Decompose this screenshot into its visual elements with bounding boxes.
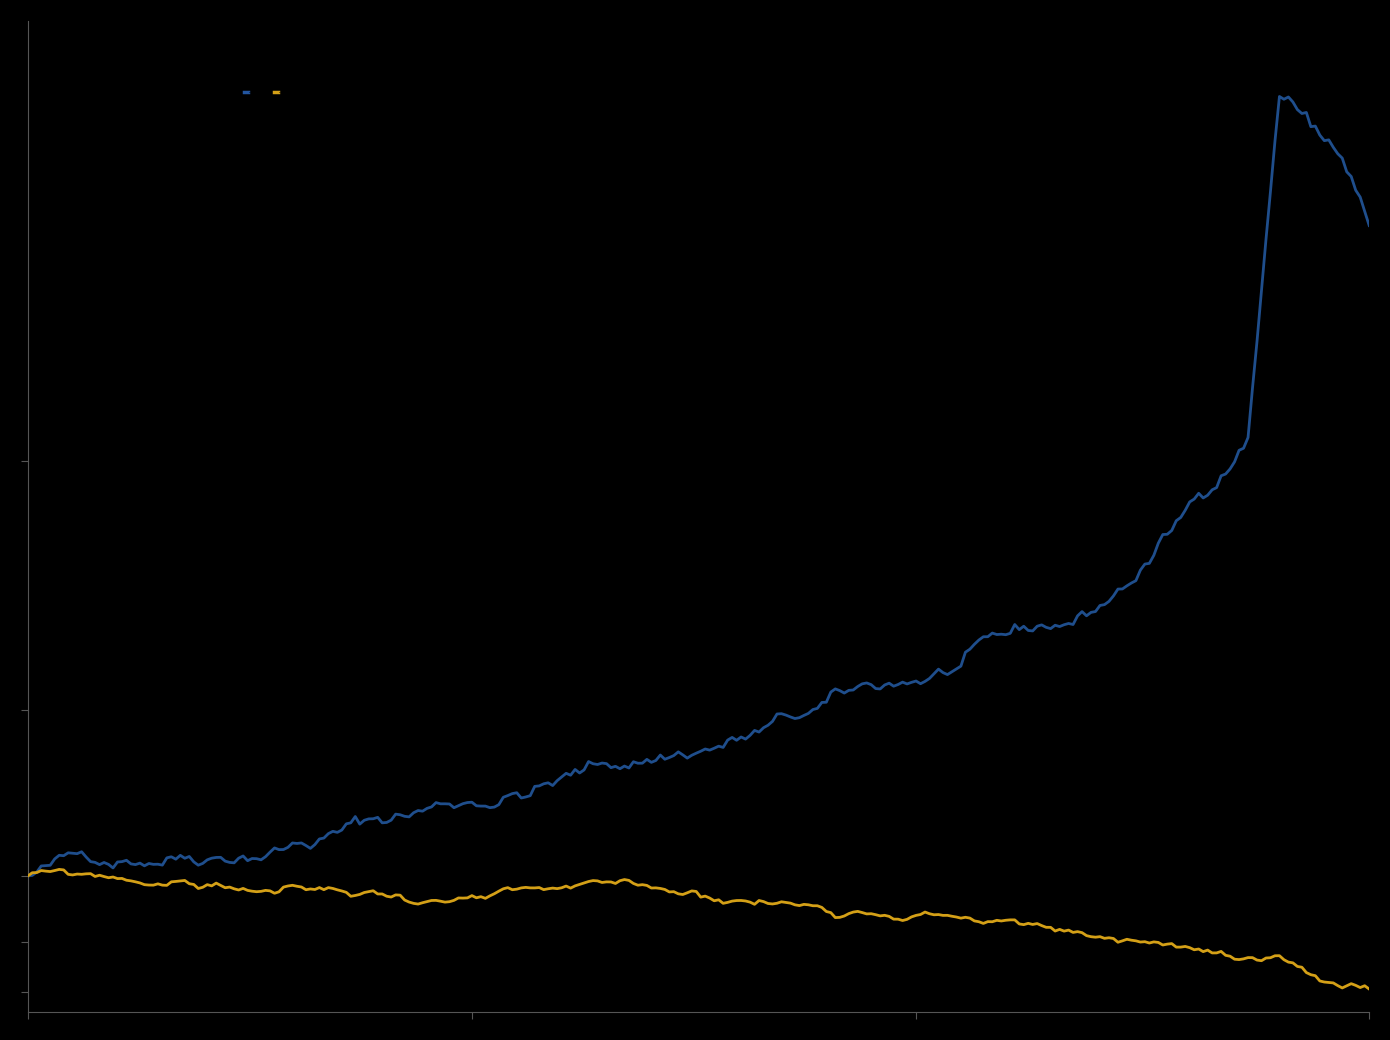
Legend: MSCI EM Growth, MSCI EM Value: MSCI EM Growth, MSCI EM Value <box>243 90 289 94</box>
